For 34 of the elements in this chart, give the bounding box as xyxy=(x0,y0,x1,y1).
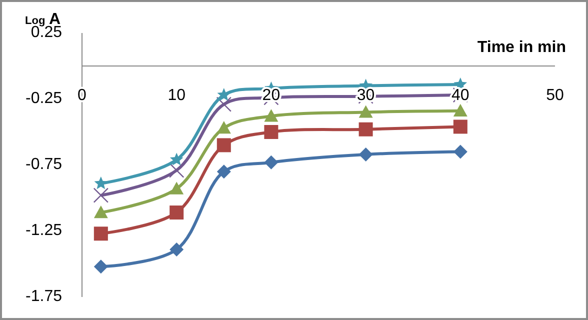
point xyxy=(94,206,108,218)
point xyxy=(216,138,231,152)
x-axis-title: Time in min xyxy=(477,39,566,56)
point xyxy=(93,188,109,203)
point xyxy=(264,109,278,122)
point xyxy=(170,242,184,256)
point xyxy=(170,152,184,166)
point xyxy=(453,144,468,159)
point xyxy=(358,147,373,162)
point xyxy=(216,96,232,112)
y-tick-label: 0.25 xyxy=(30,24,62,42)
point xyxy=(217,88,231,101)
x-tick-label: 30 xyxy=(356,87,375,104)
point xyxy=(94,260,108,274)
point xyxy=(264,125,278,139)
point xyxy=(170,206,184,220)
point xyxy=(358,105,373,118)
x-tick-label: 0 xyxy=(78,87,87,104)
point xyxy=(216,164,231,179)
point xyxy=(358,122,373,136)
y-tick-label: -0.25 xyxy=(26,90,62,108)
point xyxy=(453,120,468,134)
y-tick-label: -1.75 xyxy=(26,288,62,306)
y-tick-label: -0.75 xyxy=(26,156,62,174)
point xyxy=(264,155,278,170)
x-tick-label: 10 xyxy=(168,87,186,104)
point xyxy=(170,182,184,194)
x-tick-label: 50 xyxy=(546,87,564,104)
y-tick-label: -1.25 xyxy=(26,222,62,240)
point xyxy=(169,162,184,178)
point xyxy=(453,104,468,116)
point xyxy=(94,176,108,190)
point xyxy=(216,121,231,134)
point xyxy=(94,226,108,241)
